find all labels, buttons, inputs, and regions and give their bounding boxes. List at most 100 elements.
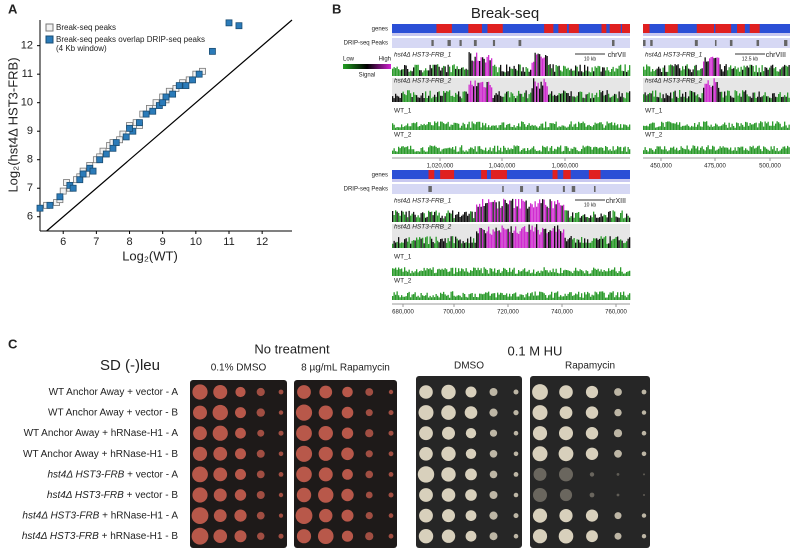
panel-label: C — [8, 336, 18, 351]
colony — [442, 426, 455, 440]
colony — [441, 529, 456, 543]
point — [195, 70, 203, 78]
signal — [393, 210, 629, 222]
gene — [481, 170, 487, 179]
signal-legend — [343, 64, 391, 69]
colony — [278, 430, 284, 436]
colony — [257, 532, 265, 540]
colony — [235, 386, 246, 398]
colony — [419, 488, 433, 502]
strain-label: hst4Δ HST3-FRB + hRNase-H1 - B — [22, 531, 178, 542]
drip-peak — [729, 40, 733, 46]
point — [175, 82, 183, 89]
colony — [489, 470, 498, 479]
y-tick-label: 10 — [21, 97, 33, 109]
colony — [419, 508, 433, 523]
colony — [365, 470, 374, 479]
gene — [487, 24, 503, 33]
signal — [644, 82, 787, 102]
point — [149, 107, 157, 115]
colony — [278, 451, 284, 457]
gene — [558, 24, 568, 33]
strain: hst4Δ HST3-FRB — [22, 510, 99, 521]
colony — [532, 384, 548, 400]
row-label: DRIP-seq Peaks — [344, 41, 388, 47]
gene — [563, 170, 571, 179]
genome-tick-label: 1,040,000 — [489, 164, 516, 170]
strain-label: WT Anchor Away + hRNase-H1 - A — [24, 428, 179, 439]
colony — [191, 507, 209, 524]
chromosome: chrVIII — [766, 52, 786, 59]
colony — [641, 534, 647, 539]
colony — [532, 508, 548, 523]
genome-tick-label: 760,000 — [605, 310, 627, 316]
panel-label: A — [8, 1, 18, 16]
colony — [278, 492, 284, 498]
construct: + hRNase-H1 - A — [102, 510, 178, 521]
signal — [656, 57, 790, 76]
colony — [341, 488, 354, 502]
colony — [318, 405, 333, 420]
colony — [613, 429, 623, 438]
colony — [465, 489, 477, 501]
colony — [533, 488, 547, 502]
colony — [559, 426, 573, 441]
signal — [392, 145, 631, 154]
point — [162, 93, 170, 101]
colony — [212, 425, 228, 441]
colony — [235, 427, 246, 439]
x-tick-label: 8 — [126, 236, 132, 248]
gene — [436, 24, 452, 33]
colony — [489, 532, 498, 541]
track-label: WT_2 — [394, 132, 412, 139]
colony — [441, 446, 456, 461]
colony — [585, 447, 599, 460]
genome-tick-label: 700,000 — [443, 310, 465, 316]
colony — [441, 405, 456, 420]
construct: + hRNase-H1 - B — [102, 448, 179, 459]
track-label: hst4Δ HST3-FRB_1 — [394, 198, 452, 205]
colony — [641, 513, 647, 518]
gene — [552, 170, 558, 179]
signal — [643, 90, 790, 102]
scale-label: 10 kb — [584, 56, 596, 62]
track-label: WT_1 — [394, 254, 412, 261]
gene — [544, 24, 554, 33]
scale-label: 12.5 kb — [742, 56, 759, 62]
strain: WT Anchor Away — [48, 407, 124, 418]
gene — [490, 170, 507, 179]
colony — [192, 446, 208, 461]
y-tick-label: 8 — [27, 154, 33, 166]
plate — [190, 380, 287, 548]
y-tick-label: 6 — [27, 211, 33, 223]
genes-bg — [392, 179, 630, 182]
colony — [213, 467, 228, 482]
point — [89, 167, 97, 175]
strain-label: WT Anchor Away + vector - A — [49, 387, 179, 398]
medium-label: SD (-)leu — [100, 357, 160, 374]
construct: + vector - B — [127, 407, 179, 418]
gene — [696, 24, 715, 33]
strain: hst4Δ HST3-FRB — [47, 490, 124, 501]
colony — [234, 489, 247, 501]
drip-peak — [536, 186, 539, 192]
colony — [342, 386, 353, 398]
x-tick-label: 9 — [160, 236, 166, 248]
drip-peak — [447, 40, 451, 46]
chromosome: chrXIII — [606, 198, 626, 205]
track-label: hst4Δ HST3-FRB_1 — [645, 52, 703, 59]
colony — [419, 385, 433, 399]
drip-peak — [611, 40, 615, 46]
signal — [704, 78, 717, 102]
strain-label: hst4Δ HST3-FRB + hRNase-H1 - A — [22, 510, 178, 521]
construct: + hRNase-H1 - B — [102, 531, 179, 542]
colony — [559, 406, 573, 419]
strain: hst4Δ HST3-FRB — [22, 531, 99, 542]
colony — [419, 426, 433, 441]
drip-peak — [593, 186, 596, 192]
drip-peak — [520, 186, 524, 192]
genome-tick-label: 500,000 — [759, 164, 781, 170]
drip-peak — [643, 40, 646, 46]
construct: + hRNase-H1 - A — [102, 428, 178, 439]
